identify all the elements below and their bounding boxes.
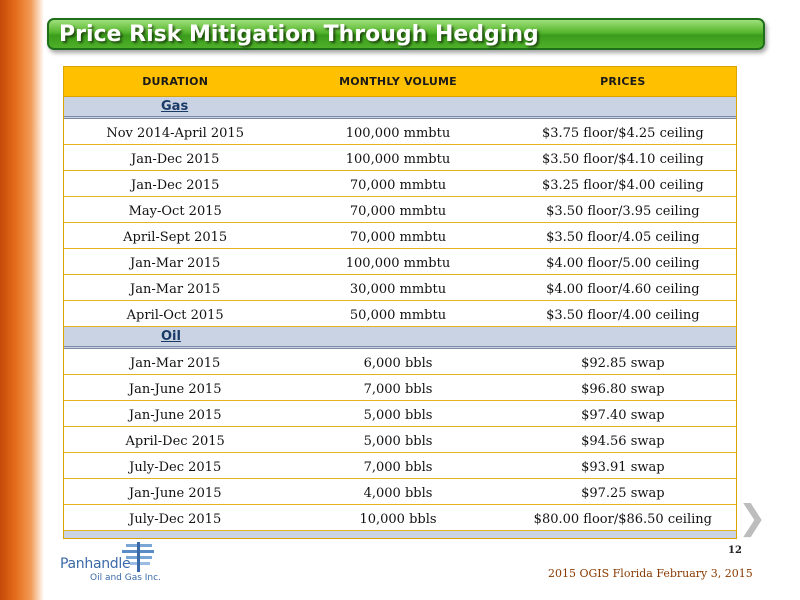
header-prices: Prices [600,75,646,88]
cell-duration: April-Oct 2015 [126,307,224,323]
cell-duration: Jan-June 2015 [128,485,222,501]
logo-subtitle: Oil and Gas Inc. [90,573,161,583]
page-number: 12 [728,545,742,556]
table-row: Jan-June 2015 4,000 bbls $97.25 swap [64,479,736,505]
cell-monthly-volume: 4,000 bbls [363,485,433,501]
title-banner: Price Risk Mitigation Through Hedging [47,18,765,50]
cell-prices: $3.50 floor/3.95 ceiling [546,203,700,219]
table-row: May-Oct 2015 70,000 mmbtu $3.50 floor/3.95… [64,197,736,223]
cell-duration: July-Dec 2015 [129,511,222,527]
cell-monthly-volume: 5,000 bbls [363,433,433,449]
cell-monthly-volume: 70,000 mmbtu [349,229,447,245]
chevron-right-icon[interactable]: ❯ [738,498,767,538]
cell-prices: $4.00 floor/5.00 ceiling [546,255,700,271]
cell-duration: Jan-Mar 2015 [130,281,221,297]
table-row: April-Oct 2015 50,000 mmbtu $3.50 floor/4.… [64,301,736,327]
company-logo: Panhandle Oil and Gas Inc. [60,542,161,590]
cell-prices: $96.80 swap [581,381,665,397]
hedging-table: Duration Monthly Volume Prices Gas Nov 20… [63,66,737,539]
slide-title: Price Risk Mitigation Through Hedging [59,22,539,47]
cell-monthly-volume: 10,000 bbls [359,511,437,527]
cell-monthly-volume: 5,000 bbls [363,407,433,423]
cell-duration: July-Dec 2015 [129,459,222,475]
section-label: Gas [161,99,189,114]
footer-text: 2015 OGIS Florida February 3, 2015 [548,567,753,580]
table-row: Jan-Mar 2015 6,000 bbls $92.85 swap [64,349,736,375]
cell-prices: $3.50 floor/4.05 ceiling [546,229,700,245]
table-row: Nov 2014-April 2015 100,000 mmbtu $3.75 fl… [64,119,736,145]
cell-prices: $3.50 floor/$4.10 ceiling [541,151,704,167]
table-row: July-Dec 2015 10,000 bbls $80.00 floor/$86… [64,505,736,531]
logo-name: Panhandle [60,556,131,572]
cell-monthly-volume: 50,000 mmbtu [349,307,447,323]
cell-duration: Jan-Dec 2015 [131,151,220,167]
cell-duration: Nov 2014-April 2015 [106,125,244,141]
cell-duration: Jan-Mar 2015 [130,355,221,371]
section-row-oil: Oil [64,327,736,349]
cell-prices: $3.75 floor/$4.25 ceiling [541,125,704,141]
cell-duration: Jan-June 2015 [128,407,222,423]
section-label: Oil [161,329,181,344]
cell-monthly-volume: 7,000 bbls [363,459,433,475]
table-row: Jan-Mar 2015 30,000 mmbtu $4.00 floor/4.60… [64,275,736,301]
cell-duration: Jan-June 2015 [128,381,222,397]
cell-prices: $97.40 swap [581,407,665,423]
cell-duration: April-Sept 2015 [123,229,228,245]
cell-monthly-volume: 6,000 bbls [363,355,433,371]
cell-duration: Jan-Dec 2015 [131,177,220,193]
cell-monthly-volume: 100,000 mmbtu [345,125,451,141]
table-row: April-Dec 2015 5,000 bbls $94.56 swap [64,427,736,453]
cell-monthly-volume: 100,000 mmbtu [345,255,451,271]
header-monthly-volume: Monthly Volume [339,75,457,88]
table-body: Gas Nov 2014-April 2015 100,000 mmbtu $3.75… [64,97,736,531]
cell-prices: $80.00 floor/$86.50 ceiling [533,511,712,527]
panhandle-logo-icon [122,542,154,572]
table-footer-band [64,531,736,538]
cell-monthly-volume: 70,000 mmbtu [349,177,447,193]
cell-prices: $97.25 swap [581,485,665,501]
cell-prices: $4.00 floor/4.60 ceiling [546,281,700,297]
cell-monthly-volume: 30,000 mmbtu [349,281,447,297]
table-row: April-Sept 2015 70,000 mmbtu $3.50 floor/4… [64,223,736,249]
cell-prices: $93.91 swap [581,459,665,475]
cell-duration: Jan-Mar 2015 [130,255,221,271]
table-row: Jan-Dec 2015 100,000 mmbtu $3.50 floor/$4.… [64,145,736,171]
table-row: Jan-June 2015 5,000 bbls $97.40 swap [64,401,736,427]
cell-prices: $92.85 swap [581,355,665,371]
header-duration: Duration [142,75,209,88]
cell-duration: May-Oct 2015 [128,203,222,219]
table-row: Jan-Dec 2015 70,000 mmbtu $3.25 floor/$4.0… [64,171,736,197]
table-header-row: Duration Monthly Volume Prices [64,67,736,97]
cell-prices: $94.56 swap [581,433,665,449]
cell-duration: April-Dec 2015 [125,433,225,449]
cell-monthly-volume: 100,000 mmbtu [345,151,451,167]
cell-monthly-volume: 7,000 bbls [363,381,433,397]
section-row-gas: Gas [64,97,736,119]
cell-prices: $3.50 floor/4.00 ceiling [546,307,700,323]
cell-monthly-volume: 70,000 mmbtu [349,203,447,219]
table-row: Jan-Mar 2015 100,000 mmbtu $4.00 floor/5.0… [64,249,736,275]
table-row: July-Dec 2015 7,000 bbls $93.91 swap [64,453,736,479]
side-accent-strip [0,0,44,600]
table-row: Jan-June 2015 7,000 bbls $96.80 swap [64,375,736,401]
cell-prices: $3.25 floor/$4.00 ceiling [541,177,704,193]
